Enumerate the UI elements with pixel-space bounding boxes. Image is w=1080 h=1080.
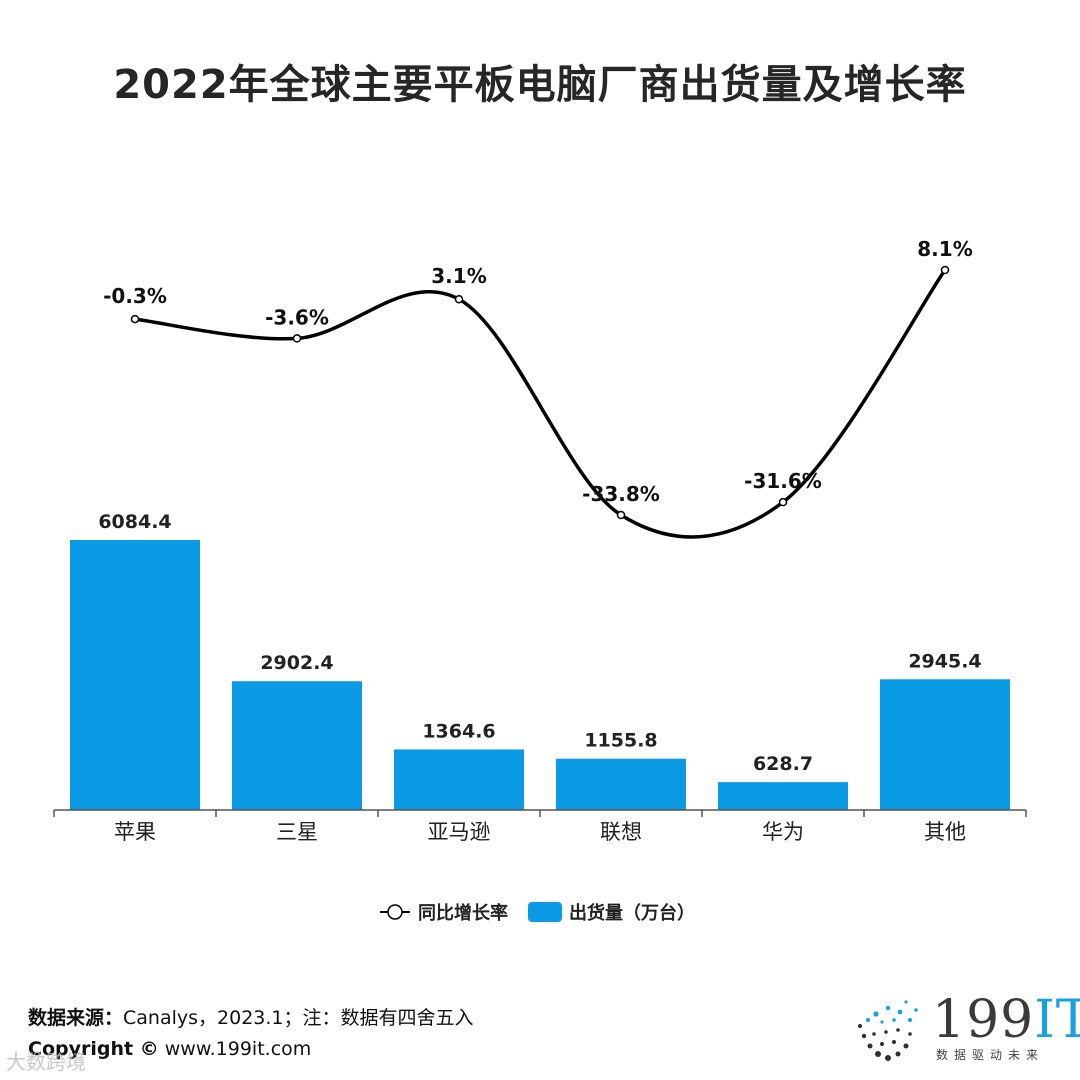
line-point-0	[130, 314, 140, 324]
logo-dots-icon	[858, 1000, 918, 1061]
line-point-1	[292, 334, 302, 343]
line-point-5	[940, 265, 950, 275]
bar-label-5: 2945.4	[908, 650, 981, 672]
copyright-label: Copyright ©	[28, 1038, 159, 1060]
logo-wordmark: 199IT	[932, 990, 1080, 1050]
logo-tagline: 数据驱动未来	[936, 1048, 1045, 1062]
line-label-5: 8.1%	[917, 237, 972, 261]
growth-line	[134, 268, 947, 539]
x-tick-label-4: 华为	[762, 820, 804, 844]
data-source: 数据来源：Canalys，2023.1；注：数据有四舍五入	[28, 1003, 474, 1030]
copyright-url: www.199it.com	[158, 1038, 312, 1060]
line-label-1: -3.6%	[265, 305, 329, 329]
bar-label-2: 1364.6	[422, 720, 495, 742]
x-tick-label-0: 苹果	[114, 820, 156, 844]
x-tick-label-2: 亚马逊	[428, 820, 491, 844]
logo-199it: 199IT 数据驱动未来	[848, 990, 1080, 1070]
combo-chart: 6084.4 2902.4 1364.6 1155.8 628.7 2945.4 苹果 三星 亚…	[53, 237, 1027, 924]
bar-0	[70, 540, 200, 810]
bar-label-4: 628.7	[753, 753, 813, 775]
line-label-4: -31.6%	[744, 469, 822, 493]
chart-title: 2022年全球主要平板电脑厂商出货量及增长率	[113, 62, 967, 108]
bar-3	[556, 758, 686, 810]
line-label-2: 3.1%	[431, 264, 486, 288]
legend-bar-label: 出货量（万台）	[569, 902, 695, 924]
source-label: 数据来源：	[28, 1007, 124, 1029]
bar-2	[394, 749, 524, 810]
line-label-0: -0.3%	[103, 284, 167, 308]
bar-1	[232, 681, 362, 810]
bar-label-3: 1155.8	[584, 730, 657, 752]
copyright: Copyright © www.199it.com	[28, 1038, 311, 1060]
bar-label-0: 6084.4	[98, 511, 171, 533]
line-label-3: -33.8%	[582, 482, 660, 506]
x-tick-label-5: 其他	[924, 820, 966, 844]
legend-line-label: 同比增长率	[418, 902, 508, 924]
line-point-2	[454, 294, 464, 304]
source-text: Canalys，2023.1；注：数据有四舍五入	[123, 1007, 474, 1029]
bar-4	[718, 782, 848, 810]
line-point-3	[616, 510, 626, 520]
x-tick-label-3: 联想	[600, 820, 642, 844]
x-tick-label-1: 三星	[276, 820, 318, 844]
bar-5	[880, 679, 1010, 810]
bar-label-1: 2902.4	[260, 652, 333, 674]
legend-bar-swatch	[528, 902, 562, 922]
legend-line-marker	[387, 904, 403, 920]
line-point-4	[778, 497, 788, 507]
watermark: 大数跨境	[6, 1050, 86, 1074]
